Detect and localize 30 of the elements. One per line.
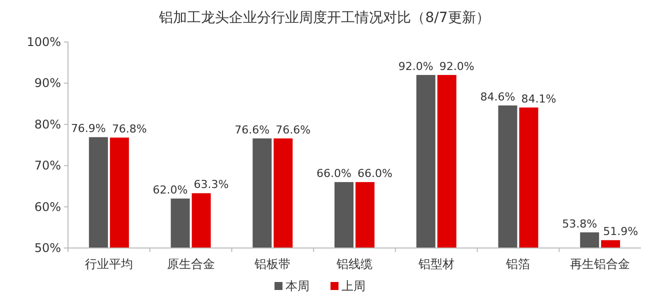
y-tick-label: 70%	[34, 158, 61, 173]
x-tick-label: 铝板带	[254, 257, 291, 271]
data-label: 76.9%	[70, 122, 106, 136]
y-tick-label: 90%	[34, 76, 61, 90]
data-label: 66.0%	[358, 167, 392, 180]
x-tick-label: 铝线缆	[336, 257, 372, 271]
x-tick-label: 铝型材	[417, 257, 454, 271]
data-label: 66.0%	[316, 167, 352, 180]
legend-label: 上周	[342, 279, 366, 293]
data-label: 84.1%	[521, 92, 556, 106]
data-label: 62.0%	[152, 184, 188, 197]
data-label: 63.3%	[194, 178, 229, 192]
x-tick-label: 行业平均	[84, 257, 133, 271]
y-tick-label: 80%	[34, 117, 61, 132]
y-tick-label: 100%	[26, 35, 61, 49]
data-label: 53.8%	[562, 217, 598, 230]
data-label: 76.8%	[112, 122, 147, 136]
data-label: 76.6%	[234, 123, 270, 136]
data-label: 84.6%	[480, 90, 516, 104]
data-label: 92.0%	[439, 60, 474, 73]
legend-label: 本周	[286, 279, 310, 293]
x-tick-label: 再生铝合金	[570, 257, 630, 271]
x-tick-label: 铝箔	[505, 257, 530, 271]
chart-title: 铝加工龙头企业分行业周度开工情况对比（8/7更新）	[158, 10, 490, 26]
data-label: 92.0%	[398, 60, 434, 73]
data-label: 51.9%	[603, 225, 638, 238]
y-tick-label: 60%	[34, 200, 61, 214]
y-tick-label: 50%	[34, 241, 61, 255]
x-tick-label: 原生合金	[166, 257, 215, 271]
data-label: 76.6%	[276, 123, 311, 136]
